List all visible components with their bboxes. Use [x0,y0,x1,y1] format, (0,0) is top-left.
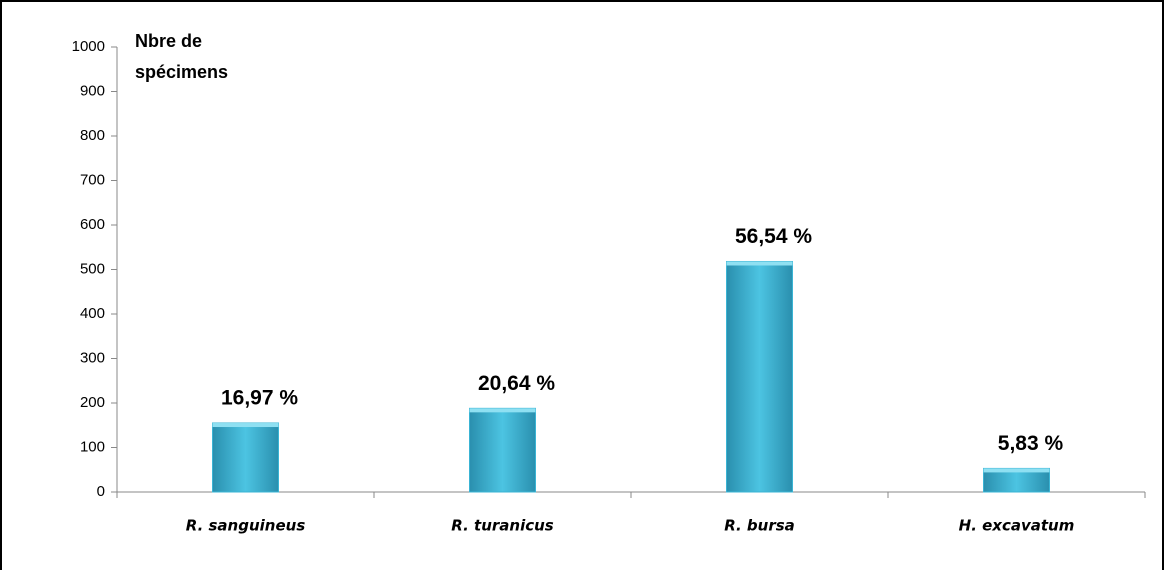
bar-label: 20,64 % [478,372,555,395]
y-tick-label: 300 [80,349,105,366]
y-tick-label: 200 [80,394,105,411]
x-tick-label: R. sanguineus [186,517,306,535]
x-tick-label: R. bursa [724,517,795,535]
y-tick-label: 500 [80,260,105,277]
bar-top [983,468,1050,473]
y-tick-label: 600 [80,216,105,233]
y-tick-label: 900 [80,82,105,99]
bar-top [726,261,793,266]
y-tick-label: 700 [80,171,105,188]
bar [469,407,536,493]
bar-top [469,408,536,413]
x-tick-label: R. turanicus [451,517,554,535]
y-tick-label: 100 [80,438,105,455]
y-tick-label: 0 [97,483,105,500]
y-tick-label: 400 [80,305,105,322]
x-tick-label: H. excavatum [959,517,1075,535]
y-axis-label: Nbre de [135,31,202,51]
y-axis-label: spécimens [135,62,228,82]
y-tick-label: 1000 [72,38,105,55]
bar-label: 5,83 % [998,432,1064,455]
bar-top [212,423,279,428]
bar-label: 56,54 % [735,225,812,248]
bar-label: 16,97 % [221,387,298,410]
bar [212,422,279,493]
bar [726,260,793,493]
y-tick-label: 800 [80,127,105,144]
